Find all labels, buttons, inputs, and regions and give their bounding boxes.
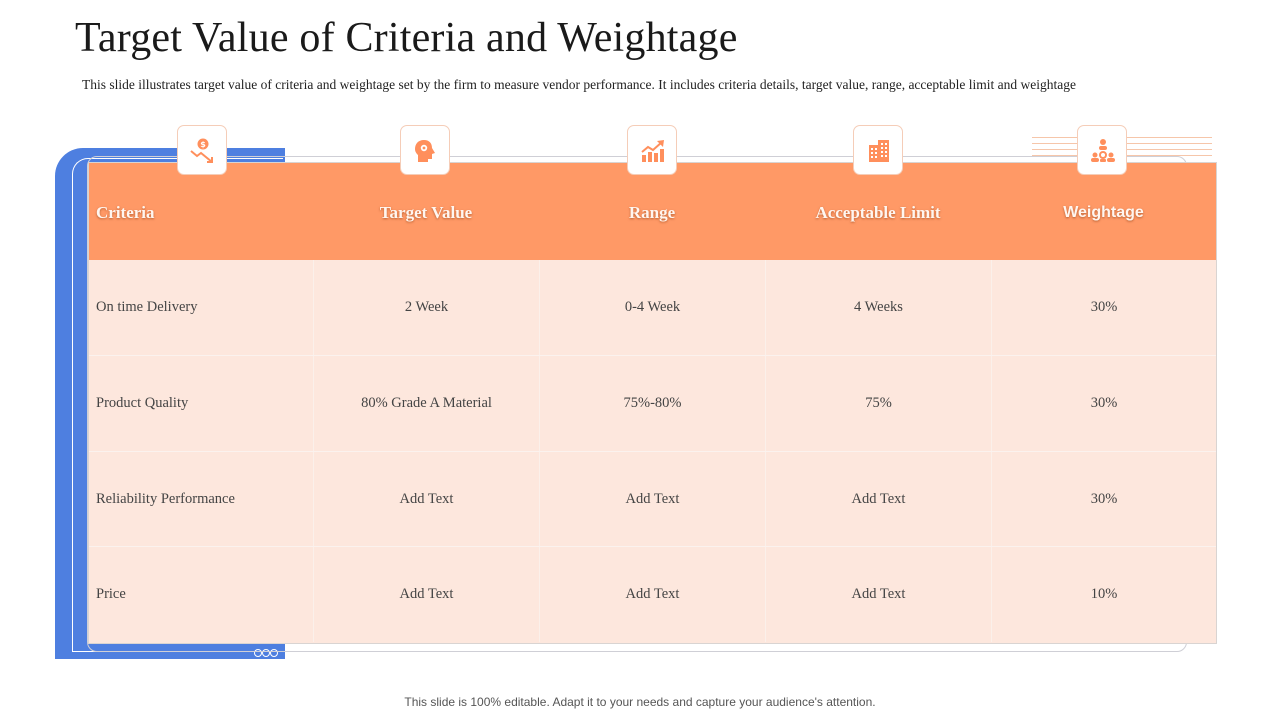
header-target-value: Target Value [379,203,473,222]
head-mind-icon [400,125,450,175]
cell-criteria: On time Delivery [96,299,198,315]
table-row: On time Delivery 2 Week 0-4 Week 4 Weeks… [89,260,1216,355]
cell-acceptable-limit: Add Text [765,452,991,547]
cell-range: 75%-80% [539,356,765,451]
row-divider [89,546,1216,547]
header-acceptable-limit: Acceptable Limit [815,203,941,222]
row-divider [89,355,1216,356]
cell-range: Add Text [539,547,765,642]
cell-criteria: Product Quality [96,395,189,411]
table-row: Price Add Text Add Text Add Text 10% [89,547,1216,642]
header-criteria: Criteria [96,203,155,222]
cell-acceptable-limit: 75% [765,356,991,451]
criteria-table: Criteria Target Value Range Acceptable L… [88,162,1217,644]
cell-weightage: 30% [991,260,1216,355]
slide-description: This slide illustrates target value of c… [82,77,1076,92]
table-row: Reliability Performance Add Text Add Tex… [89,452,1216,547]
office-building-icon [853,125,903,175]
growth-chart-icon [627,125,677,175]
cell-criteria: Price [96,586,126,602]
decorative-chain-links [254,644,278,662]
cell-weightage: 30% [991,356,1216,451]
team-hierarchy-icon [1077,125,1127,175]
table-row: Product Quality 80% Grade A Material 75%… [89,356,1216,451]
slide-title: Target Value of Criteria and Weightage [75,15,738,61]
row-divider [89,451,1216,452]
header-weightage: Weightage [1063,204,1144,221]
svg-text:$: $ [200,140,206,149]
footer-note: This slide is 100% editable. Adapt it to… [404,695,876,709]
table-header-row: Criteria Target Value Range Acceptable L… [89,163,1216,260]
header-range: Range [628,203,676,222]
cell-target-value: Add Text [313,452,539,547]
cell-criteria: Reliability Performance [96,491,235,507]
dollar-decline-icon: $ [177,125,227,175]
cell-target-value: 2 Week [313,260,539,355]
cell-acceptable-limit: 4 Weeks [765,260,991,355]
cell-acceptable-limit: Add Text [765,547,991,642]
cell-target-value: Add Text [313,547,539,642]
cell-target-value: 80% Grade A Material [313,356,539,451]
cell-range: Add Text [539,452,765,547]
cell-weightage: 10% [991,547,1216,642]
cell-weightage: 30% [991,452,1216,547]
cell-range: 0-4 Week [539,260,765,355]
